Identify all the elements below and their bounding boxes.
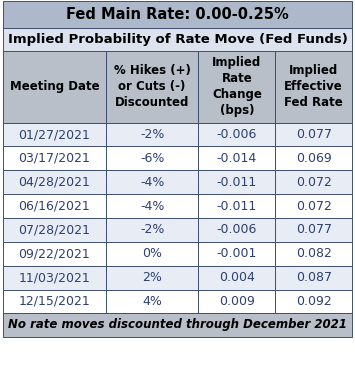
Text: -6%: -6% xyxy=(140,152,164,165)
Text: -2%: -2% xyxy=(140,224,164,236)
Bar xyxy=(3,194,106,218)
Text: 06/16/2021: 06/16/2021 xyxy=(18,200,90,212)
Text: 0.077: 0.077 xyxy=(296,224,332,236)
Bar xyxy=(3,313,352,337)
Text: 0%: 0% xyxy=(142,247,162,260)
Text: -0.014: -0.014 xyxy=(217,152,257,165)
Text: Implied
Effective
Fed Rate: Implied Effective Fed Rate xyxy=(284,64,343,109)
Text: Implied
Rate
Change
(bps): Implied Rate Change (bps) xyxy=(212,56,262,117)
Text: 0.092: 0.092 xyxy=(296,295,332,308)
Bar xyxy=(198,290,275,313)
Bar xyxy=(198,123,275,146)
Text: 07/28/2021: 07/28/2021 xyxy=(18,224,91,236)
Bar xyxy=(106,123,198,146)
Text: -0.011: -0.011 xyxy=(217,176,257,189)
Bar xyxy=(275,123,352,146)
Text: 09/22/2021: 09/22/2021 xyxy=(18,247,90,260)
Bar xyxy=(106,218,198,242)
Bar xyxy=(3,51,106,123)
Text: Implied Probability of Rate Move (Fed Funds): Implied Probability of Rate Move (Fed Fu… xyxy=(7,33,348,46)
Text: 0.087: 0.087 xyxy=(296,271,332,284)
Bar xyxy=(3,170,106,194)
Bar xyxy=(198,242,275,266)
Bar xyxy=(3,1,352,28)
Text: -0.006: -0.006 xyxy=(217,224,257,236)
Bar xyxy=(275,194,352,218)
Text: 12/15/2021: 12/15/2021 xyxy=(18,295,90,308)
Bar xyxy=(106,146,198,170)
Bar xyxy=(198,218,275,242)
Text: 0.009: 0.009 xyxy=(219,295,255,308)
Bar xyxy=(3,218,106,242)
Bar xyxy=(198,194,275,218)
Text: -0.011: -0.011 xyxy=(217,200,257,212)
Bar xyxy=(198,51,275,123)
Text: 0.072: 0.072 xyxy=(296,200,332,212)
Text: 0.077: 0.077 xyxy=(296,128,332,141)
Bar xyxy=(106,51,198,123)
Bar xyxy=(275,266,352,290)
Bar xyxy=(3,290,106,313)
Bar xyxy=(3,242,106,266)
Bar xyxy=(3,28,352,51)
Text: No rate moves discounted through December 2021: No rate moves discounted through Decembe… xyxy=(8,319,347,331)
Bar xyxy=(3,146,106,170)
Bar xyxy=(198,146,275,170)
Bar xyxy=(275,170,352,194)
Text: -0.006: -0.006 xyxy=(217,128,257,141)
Bar xyxy=(106,266,198,290)
Text: 0.072: 0.072 xyxy=(296,176,332,189)
Bar xyxy=(106,290,198,313)
Text: 2%: 2% xyxy=(142,271,162,284)
Text: 04/28/2021: 04/28/2021 xyxy=(18,176,90,189)
Bar xyxy=(275,218,352,242)
Bar xyxy=(106,194,198,218)
Bar xyxy=(275,51,352,123)
Bar xyxy=(106,170,198,194)
Text: 03/17/2021: 03/17/2021 xyxy=(18,152,90,165)
Text: -4%: -4% xyxy=(140,200,164,212)
Bar xyxy=(275,146,352,170)
Text: % Hikes (+)
or Cuts (-)
Discounted: % Hikes (+) or Cuts (-) Discounted xyxy=(114,64,191,109)
Bar xyxy=(198,170,275,194)
Text: 0.069: 0.069 xyxy=(296,152,332,165)
Text: -2%: -2% xyxy=(140,128,164,141)
Text: 0.004: 0.004 xyxy=(219,271,255,284)
Text: 11/03/2021: 11/03/2021 xyxy=(18,271,90,284)
Bar xyxy=(275,242,352,266)
Text: 4%: 4% xyxy=(142,295,162,308)
Bar xyxy=(3,123,106,146)
Text: Fed Main Rate: 0.00-0.25%: Fed Main Rate: 0.00-0.25% xyxy=(66,7,289,22)
Text: 01/27/2021: 01/27/2021 xyxy=(18,128,90,141)
Bar xyxy=(275,290,352,313)
Bar xyxy=(198,266,275,290)
Text: -0.001: -0.001 xyxy=(217,247,257,260)
Text: 0.082: 0.082 xyxy=(296,247,332,260)
Text: -4%: -4% xyxy=(140,176,164,189)
Bar xyxy=(106,242,198,266)
Bar xyxy=(3,266,106,290)
Text: Meeting Date: Meeting Date xyxy=(10,80,99,93)
